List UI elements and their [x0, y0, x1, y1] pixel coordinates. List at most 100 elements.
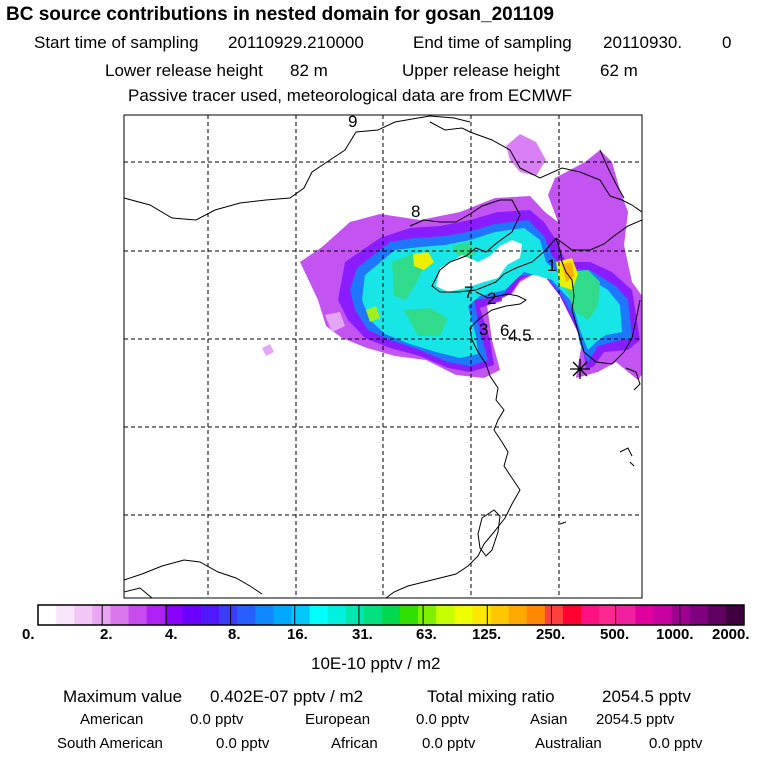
colorbar-segment [581, 605, 600, 625]
plume-green-2 [452, 242, 475, 262]
colorbar-segment [255, 605, 274, 625]
colorbar-segment [345, 605, 365, 625]
cb-tick-7: 125. [472, 626, 502, 643]
colorbar-segment [490, 605, 510, 625]
colorbar-segment [164, 605, 184, 625]
map-panel: 1 2 3 4.5 6 7 8 9 [124, 112, 642, 598]
colorbar-segment [653, 605, 672, 625]
colorbar-segment [291, 605, 310, 625]
colorbar-segment [599, 605, 618, 625]
colorbar-segment [689, 605, 709, 625]
total-value: 2054.5 pptv [602, 687, 691, 706]
colorbar-segment [436, 605, 455, 625]
colorbar-segment [309, 605, 329, 625]
hainan-coast [124, 559, 263, 595]
american-label: American [80, 711, 144, 728]
colorbar-segment [128, 605, 148, 625]
colorbar-segment [544, 605, 564, 625]
plume-field [262, 134, 642, 380]
colorbar-segment [725, 605, 745, 625]
european-value: 0.0 pptv [416, 711, 470, 728]
max-value-label: Maximum value [63, 687, 183, 706]
grid-lines [124, 115, 642, 598]
south-american-value: 0.0 pptv [216, 735, 270, 752]
marker-9: 9 [348, 112, 357, 131]
marker-6: 6 [500, 321, 509, 340]
plume-small-west [262, 344, 274, 356]
colorbar-segment [273, 605, 292, 625]
cb-tick-2: 4. [165, 626, 178, 643]
colorbar-segment [92, 605, 111, 625]
cb-tick-9: 500. [600, 626, 630, 643]
colorbar-segment [454, 605, 473, 625]
colorbar-segment [56, 605, 75, 625]
australian-value: 0.0 pptv [649, 735, 703, 752]
colorbar-segment [400, 605, 419, 625]
marker-2: 2 [487, 289, 496, 308]
cb-tick-5: 31. [352, 626, 373, 643]
cb-tick-1: 2. [100, 626, 113, 643]
plume-north-magenta [506, 134, 546, 176]
colorbar-segment [74, 605, 93, 625]
islands-ryukyu-3 [629, 461, 635, 467]
cb-tick-4: 16. [287, 626, 308, 643]
colorbar-segment [219, 605, 238, 625]
upper-release-value: 62 m [600, 61, 638, 80]
receptor-star-icon [570, 359, 590, 379]
cb-tick-6: 63. [416, 626, 437, 643]
lower-release-label: Lower release height [105, 61, 263, 80]
asian-label: Asian [530, 711, 568, 728]
colorbar-segment [562, 605, 582, 625]
colorbar-segment [237, 605, 256, 625]
marker-8: 8 [411, 202, 420, 221]
plume-green-4 [404, 308, 448, 336]
colorbar-segment [635, 605, 654, 625]
lower-release-value: 82 m [290, 61, 328, 80]
taiwan [477, 509, 501, 557]
colorbar-segment [327, 605, 347, 625]
colorbar-segment [472, 605, 491, 625]
colorbar-segment [671, 605, 691, 625]
cb-tick-3: 8. [228, 626, 241, 643]
australian-label: Australian [535, 735, 602, 752]
american-value: 0.0 pptv [190, 711, 244, 728]
islands-kyushu [625, 367, 641, 391]
bohai-gap [436, 240, 522, 292]
cb-tick-8: 250. [536, 626, 566, 643]
map-frame [123, 114, 643, 599]
end-time-extra: 0 [722, 33, 732, 52]
colorbar-segment [363, 605, 383, 625]
upper-release-label: Upper release height [402, 61, 560, 80]
cb-tick-10: 1000. [656, 626, 694, 643]
trajectory-markers: 1 2 3 4.5 6 7 8 9 [348, 112, 556, 345]
west-sea-gap [500, 290, 574, 376]
cb-tick-0: 0. [22, 626, 35, 643]
colorbar-frame [37, 604, 745, 626]
plume-small-west-2 [325, 312, 345, 332]
colorbar-segment [146, 605, 166, 625]
plot-title: BC source contributions in nested domain… [6, 4, 554, 25]
cb-tick-11: 2000. [712, 626, 750, 643]
south-american-label: South American [57, 735, 163, 752]
colorbar [37, 604, 745, 626]
african-value: 0.0 pptv [422, 735, 476, 752]
max-value: 0.402E-07 pptv / m2 [210, 687, 364, 706]
colorbar-segment [110, 605, 129, 625]
end-time-label: End time of sampling [413, 33, 572, 52]
tracer-note: Passive tracer used, meteorological data… [128, 86, 573, 105]
vietnam-coast [124, 587, 153, 598]
coastline-north [124, 115, 471, 221]
russia-border [599, 149, 625, 199]
colorbar-unit: 10E-10 pptv / m2 [311, 654, 441, 673]
colorbar-segment [200, 605, 220, 625]
end-time-value: 20110930. [603, 33, 683, 52]
plume-orange [562, 262, 574, 282]
start-time-value: 20110929.210000 [228, 33, 364, 52]
marker-7: 7 [464, 283, 473, 302]
total-label: Total mixing ratio [427, 687, 555, 706]
coastline-bohai [409, 199, 557, 293]
colorbar-segment [381, 605, 401, 625]
plume-lightgreen [366, 306, 380, 322]
african-label: African [331, 735, 378, 752]
